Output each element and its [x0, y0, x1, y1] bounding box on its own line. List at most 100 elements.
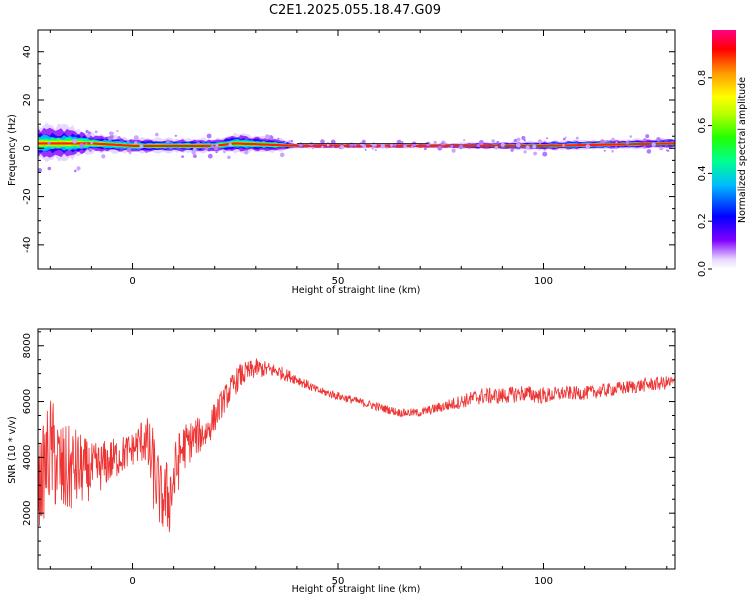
colorbar: 0.0 0.2 0.4 0.6 0.8 Normalized spectral ampl… — [697, 30, 748, 277]
spectrogram-speckle — [451, 148, 456, 153]
spectrogram-speckle — [133, 135, 139, 141]
snr-y-tick-label: 8000 — [22, 333, 33, 358]
snr-x-tick-label: 0 — [129, 576, 135, 587]
spectrogram-speckle — [546, 137, 549, 140]
spectrogram-speckle — [643, 138, 647, 142]
spectrogram-speckle — [496, 140, 500, 144]
spectrogram-speckle — [127, 140, 130, 143]
spectrogram-y-tick-label: -20 — [22, 188, 33, 204]
spectrogram-speckle — [500, 142, 505, 147]
colorbar-tick-label: 0.8 — [697, 70, 708, 86]
spectrogram-speckle — [603, 149, 606, 152]
colorbar-tick-label: 0.6 — [697, 118, 708, 134]
spectrogram-speckle — [109, 131, 114, 136]
figure-title: C2E1.2025.055.18.47.G09 — [269, 3, 441, 18]
spectrogram-speckle — [88, 148, 93, 152]
spectrogram-speckle — [284, 141, 287, 144]
spectrogram-speckle — [206, 133, 212, 139]
spectrogram-speckle — [126, 148, 132, 153]
spectrogram-speckle — [76, 166, 81, 171]
snr-panel: 2000 4000 6000 8000 0 50 100 Height of straigh… — [7, 328, 676, 595]
spectrogram-speckle — [625, 141, 630, 145]
snr-y-tick-label: 4000 — [22, 445, 33, 470]
spectrogram-speckle — [562, 144, 565, 147]
spectrogram-speckle — [288, 140, 291, 143]
spectrogram-speckle — [215, 143, 219, 147]
spectrogram-speckle — [564, 136, 567, 139]
spectrogram-speckle — [404, 143, 407, 146]
spectrogram-speckle — [331, 145, 335, 149]
snr-y-axis-label: SNR (10 * v/v) — [7, 416, 18, 484]
spectrogram-speckle — [47, 141, 51, 145]
spectrogram-speckle — [656, 137, 661, 142]
spectrogram-speckle — [228, 143, 233, 147]
spectrogram-speckle — [85, 142, 88, 145]
spectrogram-speckle — [516, 143, 521, 148]
spectrogram-axis-ticks: -40 -20 0 20 40 0 50 100 — [22, 30, 675, 287]
spectrogram-speckle — [145, 151, 148, 154]
spectrogram-speckle — [440, 142, 445, 146]
spectrogram-speckle — [425, 141, 431, 147]
spectrogram-speckle — [210, 144, 215, 149]
spectrogram-speckle — [86, 133, 91, 138]
spectrogram-speckle — [614, 146, 618, 149]
spectrogram-speckle — [85, 129, 89, 134]
spectrogram-speckle — [107, 135, 113, 141]
spectrogram-speckle — [491, 139, 496, 143]
spectrogram-x-axis-label: Height of straight line (km) — [292, 285, 421, 296]
spectrogram-speckle — [532, 144, 537, 149]
spectrogram-speckle — [606, 139, 609, 143]
spectrogram-speckle — [361, 139, 366, 144]
spectrogram-speckle — [533, 151, 537, 156]
spectrogram-speckle — [165, 139, 170, 144]
colorbar-label: Normalized spectral amplitude — [737, 77, 748, 223]
spectrogram-speckle — [72, 138, 78, 144]
spectrogram-speckle — [326, 143, 330, 147]
spectrogram-speckle — [385, 146, 388, 149]
spectrogram-speckle — [371, 142, 376, 147]
spectrogram-speckle — [478, 140, 484, 145]
spectrogram-band-7 — [38, 142, 675, 147]
spectrogram-speckle — [353, 143, 357, 147]
spectrogram-speckle — [193, 154, 197, 159]
spectrogram-marks — [37, 122, 675, 173]
spectrogram-speckle — [380, 143, 385, 149]
spectrogram-y-axis-label: Frequency (Hz) — [7, 114, 18, 186]
spectrogram-speckle — [573, 140, 576, 143]
spectrogram-speckle — [401, 141, 404, 143]
snr-series-container — [37, 358, 676, 533]
spectrogram-speckle — [458, 144, 464, 150]
spectrogram-speckle — [424, 147, 427, 151]
colorbar-scale — [712, 30, 736, 269]
spectrogram-speckle — [563, 137, 566, 141]
spectrogram-speckle — [516, 137, 521, 142]
spectrogram-speckle — [90, 141, 93, 145]
spectrogram-speckle — [74, 169, 77, 173]
spectrogram-speckle — [277, 137, 280, 140]
spectrogram-speckle — [585, 144, 590, 149]
spectrogram-band-1 — [38, 127, 675, 158]
spectrogram-speckle — [646, 149, 652, 154]
spectrogram-speckle — [575, 136, 579, 140]
spectrogram-speckle — [374, 149, 377, 152]
spectrogram-speckle — [311, 146, 315, 150]
spectrogram-y-tick-label: 20 — [22, 94, 33, 107]
spectrogram-speckle — [510, 148, 514, 152]
spectrogram-speckle — [611, 137, 615, 142]
spectrogram-speckle — [309, 142, 314, 147]
spectrogram-speckle — [207, 153, 213, 159]
spectrogram-speckle — [116, 129, 119, 133]
spectrogram-speckle — [600, 139, 605, 144]
colorbar-tick-label: 0.0 — [697, 261, 708, 277]
spectrogram-speckle — [192, 147, 197, 152]
spectrogram-speckle — [537, 139, 543, 144]
spectrogram-speckle — [128, 151, 132, 155]
spectrogram-speckle — [666, 149, 669, 152]
spectrogram-speckle — [629, 135, 633, 138]
spectrogram-speckle — [494, 145, 499, 150]
spectrogram-speckle — [645, 134, 650, 139]
spectrogram-speckle — [204, 146, 209, 151]
colorbar-tick-label: 0.2 — [697, 213, 708, 229]
spectrogram-speckle — [47, 166, 52, 171]
